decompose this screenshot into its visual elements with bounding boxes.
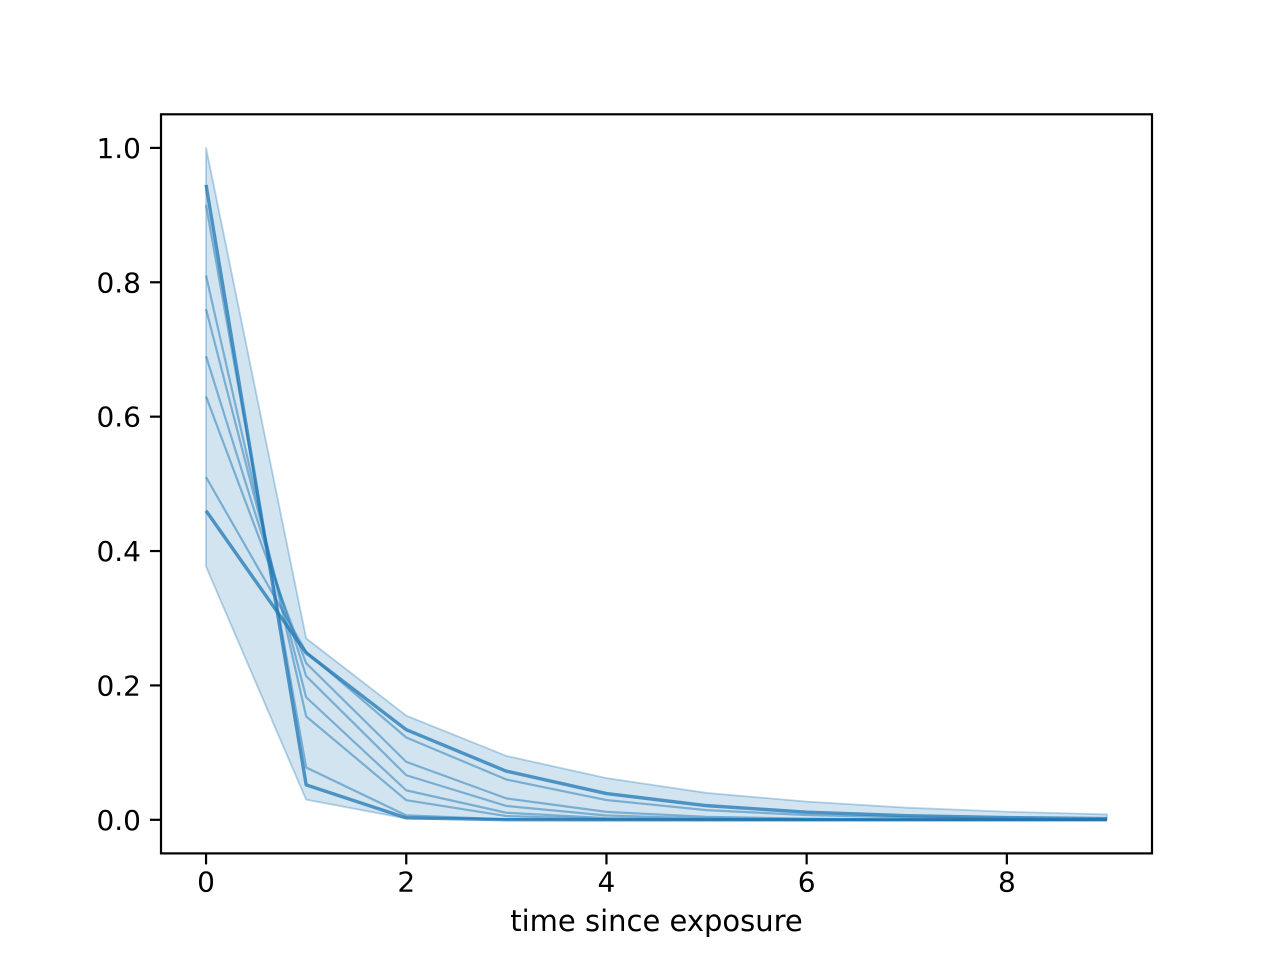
credible-band [205, 146, 1108, 821]
x-axis-label: time since exposure [510, 904, 803, 938]
y-tick-label: 0.4 [96, 535, 141, 568]
x-tick-label: 8 [998, 865, 1016, 898]
y-tick-label: 0.6 [96, 401, 141, 434]
x-tick-label: 0 [197, 865, 215, 898]
y-tick-label: 1.0 [96, 132, 141, 165]
sample-line [204, 509, 1107, 821]
axes-spines [159, 113, 1154, 855]
credible-band-group [205, 146, 1108, 821]
sample-line [204, 184, 1107, 822]
x-axis: 0 2 4 6 8 [197, 854, 1016, 898]
x-tick-label: 4 [598, 865, 616, 898]
x-tick-label: 2 [397, 865, 415, 898]
y-tick-label: 0.2 [96, 669, 141, 702]
y-tick-label: 0.8 [96, 266, 141, 299]
plot-box [159, 113, 1154, 855]
y-tick-label: 0.0 [96, 804, 141, 837]
x-tick-label: 6 [798, 865, 816, 898]
y-axis: 0.0 0.2 0.4 0.6 0.8 1.0 [96, 132, 160, 837]
sample-lines-group [204, 184, 1107, 822]
